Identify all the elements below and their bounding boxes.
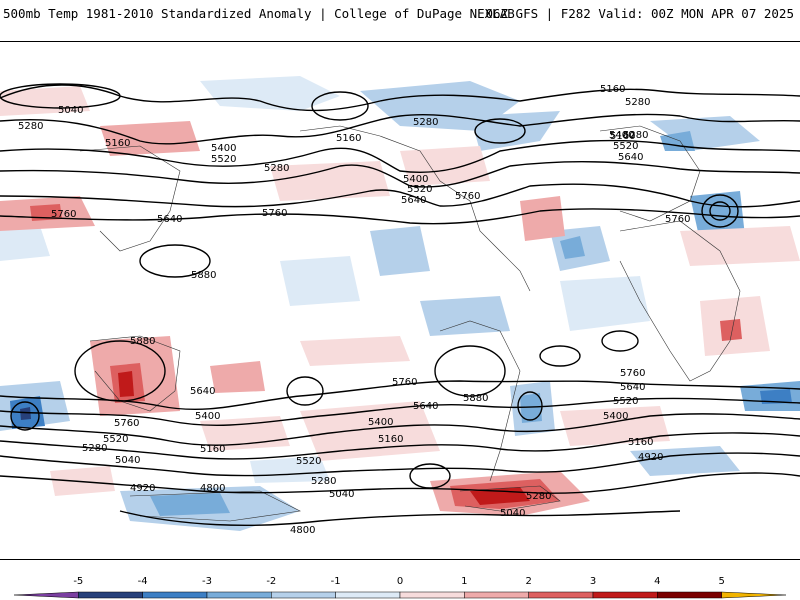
contour-label: 5280 [18, 121, 43, 132]
contour-label: 5640 [190, 386, 215, 397]
colorbar-swatch [142, 591, 208, 599]
contour-label: 5040 [329, 489, 354, 500]
contour-label: 4800 [290, 525, 315, 536]
contour-label: 5760 [114, 418, 139, 429]
colorbar: -5 -4 -3 -2 -1 0 1 2 3 4 5 [0, 570, 800, 600]
contour-label: 5160 [600, 84, 625, 95]
colorbar-svg: -5 -4 -3 -2 -1 0 1 2 3 4 5 [13, 576, 787, 599]
colorbar-swatch [335, 591, 401, 599]
contour-label: 4920 [638, 452, 663, 463]
contour-label: 5040 [115, 455, 140, 466]
colorbar-tick-label: 4 [654, 576, 660, 587]
contour-label: 5280 [82, 443, 107, 454]
contour-label: 5280 [264, 163, 289, 174]
colorbar-tick-label: 2 [525, 576, 531, 587]
anomaly-map: 5160 5280 5040 5280 5160 5400 5520 5160 … [0, 41, 800, 560]
colorbar-ticks: -5 -4 -3 -2 -1 0 1 2 3 4 5 [73, 576, 725, 587]
contour-label: 5160 [628, 437, 653, 448]
contour-label: 5160 [105, 138, 130, 149]
colorbar-swatch [657, 591, 722, 599]
contour-label: 5640 [618, 152, 643, 163]
contour-label: 5640 [157, 214, 182, 225]
colorbar-swatch [528, 591, 594, 599]
contour-label: 5520 [103, 434, 128, 445]
colorbar-swatch [464, 591, 529, 599]
colorbar-tick-label: -4 [138, 576, 148, 587]
map-title: 500mb Temp 1981-2010 Standardized Anomal… [3, 6, 515, 21]
contour-label: 5880 [191, 270, 216, 281]
contour-label: 5520 [613, 396, 638, 407]
height-contours [0, 83, 800, 526]
contour-label: 5040 [58, 105, 83, 116]
contour-label: 5400 [603, 411, 628, 422]
contour-label: 5400 [609, 130, 634, 141]
contour-label: 5400 [195, 411, 220, 422]
contour-label: 5760 [665, 214, 690, 225]
map-canvas: 5160 5280 5040 5280 5160 5400 5520 5160 … [0, 42, 800, 559]
colorbar-tick-label: -5 [73, 576, 83, 587]
contour-label: 5400 [403, 174, 428, 185]
contour-label: 5280 [623, 130, 648, 141]
colorbar-tick-label: 5 [718, 576, 724, 587]
colorbar-swatch [13, 591, 79, 599]
colorbar-tick-label: -2 [266, 576, 276, 587]
contour-label: 5760 [262, 208, 287, 219]
contour-label: 5040 [500, 508, 525, 519]
contour-label: 4920 [130, 483, 155, 494]
colorbar-swatch [592, 591, 658, 599]
colorbar-tick-label: -3 [202, 576, 212, 587]
contour-labels: 5160 5280 5040 5280 5160 5400 5520 5160 … [18, 84, 690, 536]
contour-label: 5400 [368, 417, 393, 428]
contour-label: 5160 [336, 133, 361, 144]
colorbar-swatch [399, 591, 465, 599]
contour-label: 5760 [620, 368, 645, 379]
contour-label: 5280 [311, 476, 336, 487]
contour-label: 5640 [401, 195, 426, 206]
contour-label: 5760 [455, 191, 480, 202]
contour-label: 5160 [610, 131, 635, 142]
contour-label: 5400 [211, 143, 236, 154]
contour-label: 5640 [620, 382, 645, 393]
colorbar-swatch [721, 591, 787, 599]
colorbar-swatch [78, 591, 143, 599]
contour-label: 5520 [613, 141, 638, 152]
colorbar-swatch [271, 591, 336, 599]
colorbar-swatches [13, 591, 787, 599]
contour-label: 5280 [625, 97, 650, 108]
contour-label: 5880 [130, 336, 155, 347]
contour-label: 5520 [296, 456, 321, 467]
colorbar-tick-label: -1 [331, 576, 341, 587]
contour-label: 5280 [413, 117, 438, 128]
contour-label: 5880 [463, 393, 488, 404]
map-header: 500mb Temp 1981-2010 Standardized Anomal… [0, 0, 800, 30]
colorbar-tick-label: 0 [397, 576, 403, 587]
contour-label: 5160 [378, 434, 403, 445]
colorbar-swatch [206, 591, 272, 599]
contour-label: 5160 [200, 444, 225, 455]
contour-label: 5520 [211, 154, 236, 165]
run-info: 06Z GFS | F282 Valid: 00Z MON APR 07 202… [485, 6, 794, 21]
contour-label: 5640 [413, 401, 438, 412]
colorbar-tick-label: 1 [461, 576, 467, 587]
contour-label: 5280 [526, 491, 551, 502]
contour-label: 5760 [392, 377, 417, 388]
contour-label: 4800 [200, 483, 225, 494]
colorbar-tick-label: 3 [590, 576, 596, 587]
contour-label: 5520 [407, 184, 432, 195]
contour-label: 5760 [51, 209, 76, 220]
